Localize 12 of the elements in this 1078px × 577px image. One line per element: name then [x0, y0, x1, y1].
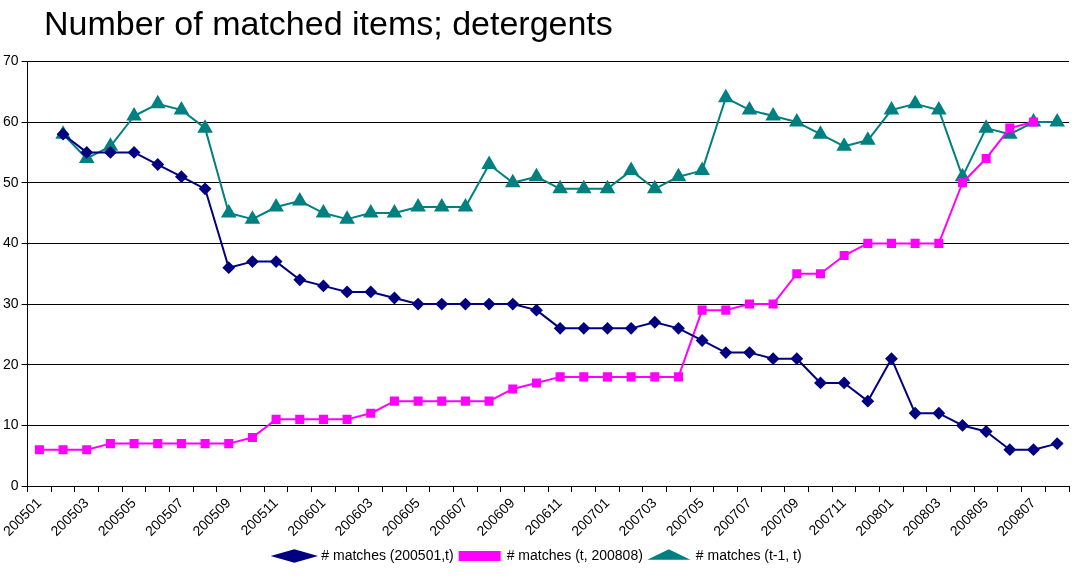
y-tick-label: 0: [10, 476, 19, 493]
legend-label: # matches (t, 200808): [506, 546, 643, 563]
y-tick-label: 60: [2, 112, 19, 129]
y-tick-label: 50: [2, 173, 19, 190]
y-tick-label: 30: [2, 294, 19, 311]
legend-label: # matches (t-1, t): [695, 546, 802, 563]
y-tick-label: 40: [2, 234, 19, 251]
y-tick-label: 70: [2, 52, 19, 69]
y-tick-label: 10: [2, 416, 19, 433]
y-tick-label: 20: [2, 355, 19, 372]
legend-label: # matches (200501,t): [321, 546, 454, 563]
chart-title: Number of matched items; detergents: [44, 4, 613, 43]
